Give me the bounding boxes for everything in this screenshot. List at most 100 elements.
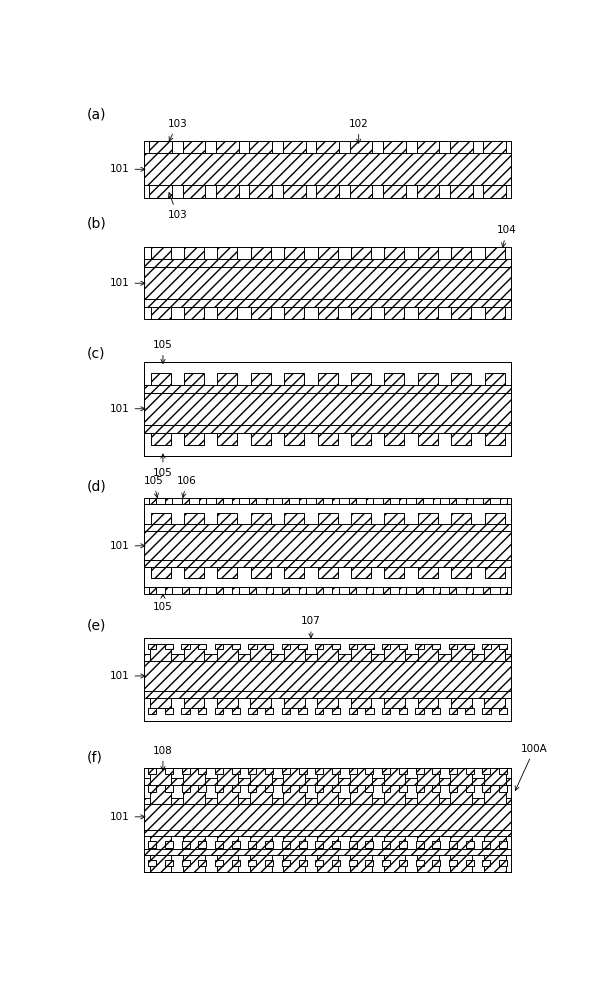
Bar bbox=[299, 587, 306, 594]
Bar bbox=[144, 425, 511, 433]
Bar bbox=[198, 644, 206, 649]
Bar bbox=[144, 661, 511, 691]
Bar bbox=[417, 855, 439, 872]
Bar bbox=[150, 785, 171, 804]
Bar bbox=[149, 141, 172, 153]
Text: 105: 105 bbox=[153, 340, 173, 363]
Bar bbox=[215, 860, 223, 866]
Text: 100A: 100A bbox=[515, 744, 548, 790]
Bar bbox=[500, 587, 506, 594]
Bar bbox=[199, 587, 206, 594]
Bar bbox=[199, 498, 206, 504]
Bar bbox=[432, 587, 440, 594]
Bar bbox=[144, 524, 511, 531]
Bar bbox=[318, 567, 338, 578]
Bar bbox=[150, 698, 171, 708]
Bar bbox=[499, 841, 507, 848]
Bar bbox=[466, 708, 474, 714]
Bar bbox=[382, 644, 391, 649]
Bar bbox=[365, 708, 373, 714]
Bar bbox=[150, 836, 171, 855]
Bar bbox=[351, 433, 371, 445]
Bar bbox=[317, 644, 338, 661]
Bar bbox=[282, 785, 290, 792]
Bar bbox=[251, 433, 271, 445]
Bar bbox=[248, 644, 257, 649]
Bar bbox=[184, 433, 204, 445]
Bar bbox=[399, 841, 407, 848]
Bar bbox=[265, 644, 274, 649]
Bar bbox=[350, 141, 373, 153]
Bar bbox=[265, 841, 273, 848]
Bar bbox=[416, 785, 424, 792]
Bar bbox=[484, 785, 506, 804]
Bar bbox=[349, 498, 356, 504]
Text: 108: 108 bbox=[153, 746, 173, 771]
Bar bbox=[365, 860, 373, 866]
Bar bbox=[198, 708, 206, 714]
Bar bbox=[432, 644, 440, 649]
Bar bbox=[215, 768, 223, 774]
Text: 105: 105 bbox=[153, 594, 173, 612]
Bar bbox=[217, 567, 237, 578]
Bar bbox=[349, 841, 357, 848]
Bar bbox=[466, 644, 474, 649]
Bar bbox=[315, 768, 323, 774]
Bar bbox=[485, 247, 505, 259]
Bar bbox=[351, 307, 371, 319]
Bar bbox=[484, 185, 506, 198]
Bar bbox=[282, 860, 290, 866]
Bar bbox=[144, 768, 511, 872]
Bar bbox=[416, 185, 439, 198]
Bar bbox=[144, 433, 511, 456]
Bar bbox=[284, 567, 304, 578]
Bar bbox=[184, 247, 204, 259]
Bar bbox=[466, 587, 473, 594]
Bar bbox=[383, 587, 390, 594]
Text: 102: 102 bbox=[349, 119, 368, 143]
Bar bbox=[251, 247, 271, 259]
Bar bbox=[298, 644, 307, 649]
Bar bbox=[217, 644, 238, 661]
Bar bbox=[182, 708, 190, 714]
Bar bbox=[351, 247, 371, 259]
Bar bbox=[183, 836, 205, 855]
Bar bbox=[416, 841, 424, 848]
Bar bbox=[333, 498, 339, 504]
Bar bbox=[450, 785, 472, 804]
Bar bbox=[182, 644, 190, 649]
Bar bbox=[284, 373, 304, 385]
Bar bbox=[182, 768, 190, 774]
Bar bbox=[198, 768, 206, 774]
Bar bbox=[450, 855, 472, 872]
Bar bbox=[365, 644, 373, 649]
Bar bbox=[217, 433, 237, 445]
Bar bbox=[316, 498, 323, 504]
Bar bbox=[452, 567, 471, 578]
Bar bbox=[382, 785, 390, 792]
Bar bbox=[485, 513, 505, 524]
Bar bbox=[184, 307, 204, 319]
Bar bbox=[499, 644, 507, 649]
Bar bbox=[432, 860, 440, 866]
Bar bbox=[284, 433, 304, 445]
Bar bbox=[148, 708, 156, 714]
Bar bbox=[198, 860, 206, 866]
Bar bbox=[217, 513, 237, 524]
Bar bbox=[298, 708, 307, 714]
Bar bbox=[382, 768, 390, 774]
Bar bbox=[283, 855, 305, 872]
Bar bbox=[350, 785, 372, 804]
Bar bbox=[450, 836, 472, 855]
Text: 101: 101 bbox=[110, 812, 145, 822]
Bar bbox=[251, 698, 271, 708]
Bar bbox=[484, 644, 505, 661]
Bar bbox=[251, 567, 271, 578]
Text: 103: 103 bbox=[168, 193, 187, 220]
Bar bbox=[148, 587, 156, 594]
Bar bbox=[349, 644, 357, 649]
Bar bbox=[350, 836, 372, 855]
Bar bbox=[182, 785, 190, 792]
Bar bbox=[282, 498, 290, 504]
Bar bbox=[482, 785, 490, 792]
